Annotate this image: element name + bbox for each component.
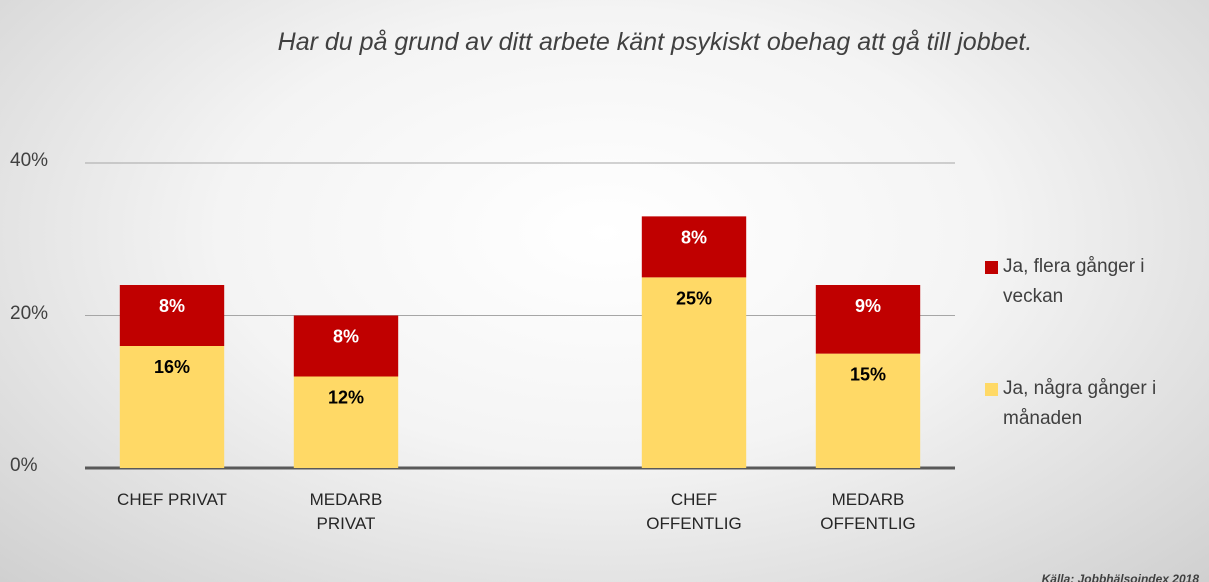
data-label: 8%: [681, 227, 707, 247]
data-label: 25%: [676, 288, 712, 308]
y-tick-label: 20%: [10, 302, 49, 324]
bar-segment: [293, 376, 399, 468]
legend-entry: Ja, några gånger i månaden: [985, 374, 1198, 434]
data-label: 16%: [154, 357, 190, 377]
bar-segment: [119, 285, 225, 346]
bar-segment: [815, 285, 921, 354]
data-label: 9%: [855, 296, 881, 316]
bar-segment: [293, 315, 399, 377]
bar-segment: [815, 353, 921, 468]
bar-segment: [119, 346, 225, 468]
x-tick-label: CHEF OFFENTLIG: [646, 490, 742, 533]
data-label: 12%: [328, 388, 364, 408]
x-tick-label: MEDARB PRIVAT: [309, 490, 383, 533]
x-tick-label: CHEF PRIVAT: [117, 490, 227, 509]
legend-swatch: [985, 383, 998, 396]
data-label: 15%: [850, 365, 886, 385]
y-tick-label: 40%: [10, 150, 49, 171]
data-label: 8%: [159, 296, 185, 316]
legend-swatch: [985, 261, 998, 274]
legend-entry: Ja, flera gånger i veckan: [985, 252, 1198, 312]
data-label: 8%: [333, 327, 359, 347]
bar-segment: [641, 216, 747, 278]
chart-title: Har du på grund av ditt arbete känt psyk…: [277, 28, 1033, 56]
source: Källa: Jobbhälsoindex 2018: [1041, 572, 1199, 582]
y-tick-label: 0%: [10, 455, 38, 476]
x-tick-label: MEDARB OFFENTLIG: [820, 490, 916, 533]
bar-segment: [641, 277, 747, 468]
